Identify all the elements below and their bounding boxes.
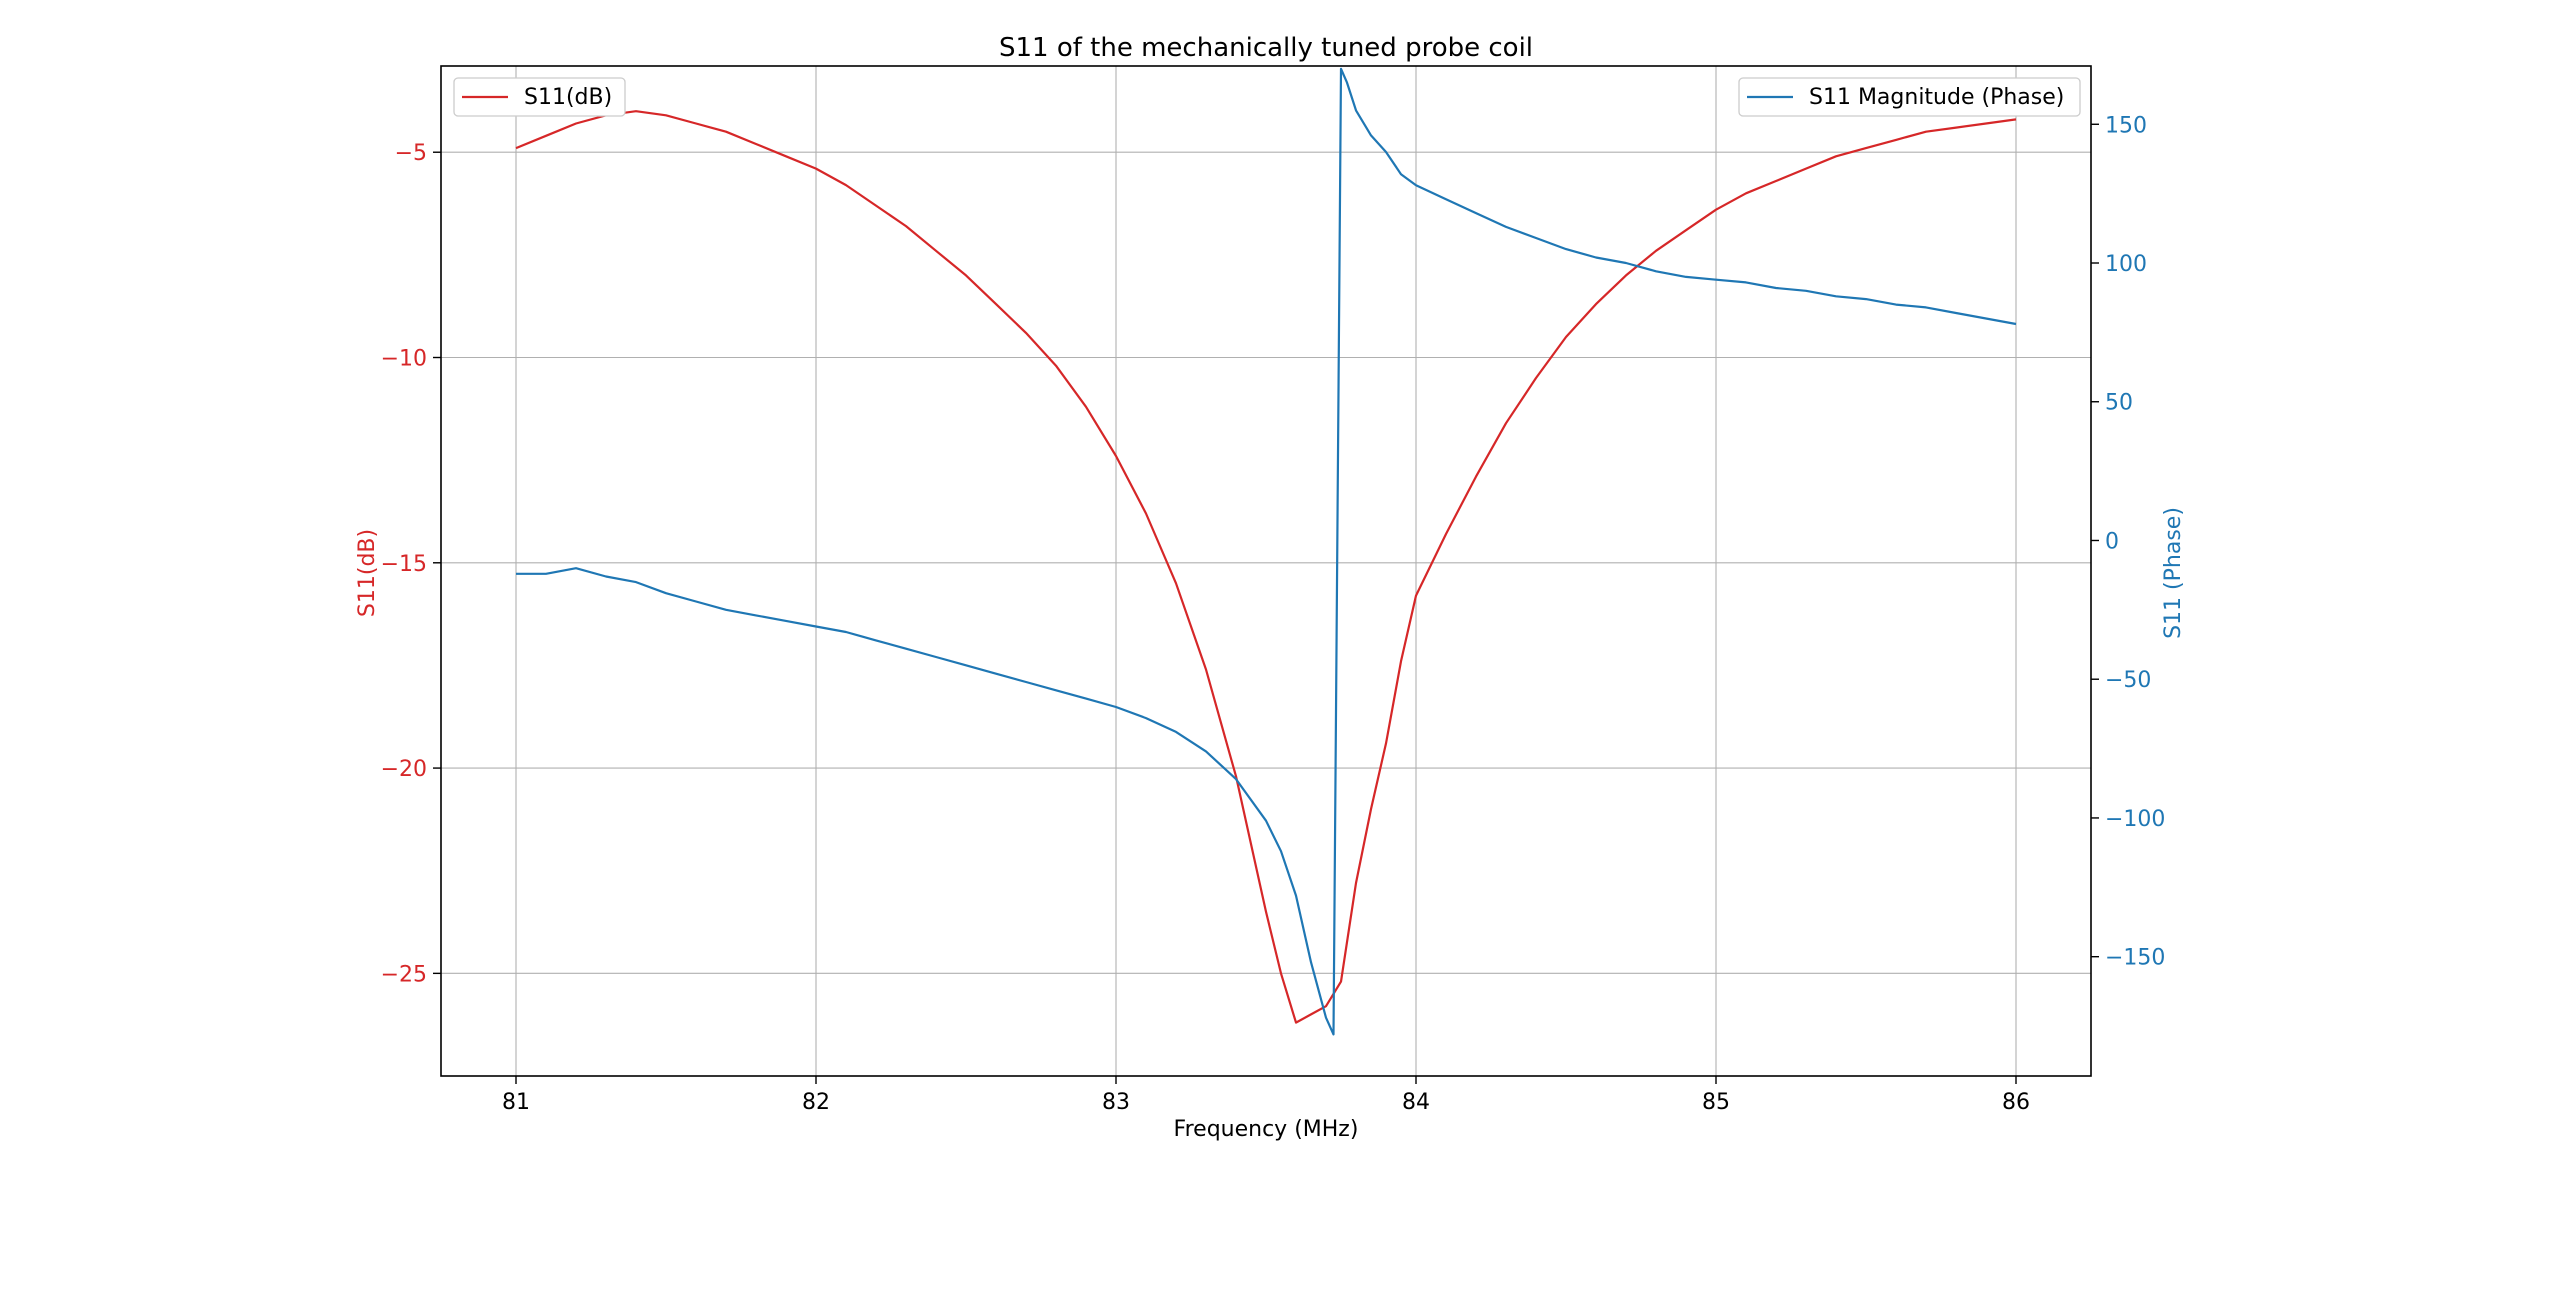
y-axis-left: −5 −10 −15 −20 −25 [381, 141, 441, 987]
series-s11-phase-line [516, 67, 2017, 1036]
x-axis: 81 82 83 84 85 86 [502, 1076, 2030, 1115]
x-tick-label: 84 [1402, 1090, 1430, 1115]
series-s11-db-line [515, 110, 2017, 1024]
y-axis-left-label: S11(dB) [355, 529, 380, 617]
plot-frame [440, 65, 2092, 1077]
legend-right-label: S11 Magnitude (Phase) [1809, 85, 2064, 110]
series-layer [515, 67, 2017, 1036]
legend-left-box [453, 77, 626, 117]
y-right-tick-label: 0 [2105, 529, 2119, 554]
x-tick-label: 85 [1702, 1090, 1730, 1115]
y-right-tick-label: 150 [2105, 113, 2147, 138]
legend-right: S11 Magnitude (Phase) [1738, 77, 2081, 117]
y-axis-right-label: S11 (Phase) [2161, 507, 2186, 639]
x-tick-label: 82 [802, 1090, 830, 1115]
y-left-tick-label: −10 [381, 347, 427, 372]
x-tick-label: 83 [1102, 1090, 1130, 1115]
y-left-tick-label: −5 [395, 141, 427, 166]
legend-left: S11(dB) [453, 77, 626, 117]
chart-title: S11 of the mechanically tuned probe coil [999, 33, 1533, 63]
y-left-tick-label: −15 [381, 552, 427, 577]
y-right-tick-label: −50 [2105, 668, 2151, 693]
x-tick-label: 86 [2002, 1090, 2030, 1115]
y-right-tick-label: 100 [2105, 252, 2147, 277]
y-left-tick-label: −25 [381, 962, 427, 987]
y-axis-right: 150 100 50 0 −50 −100 −150 [2091, 113, 2165, 971]
y-left-tick-label: −20 [381, 757, 427, 782]
x-tick-label: 81 [502, 1090, 530, 1115]
legend-left-label: S11(dB) [524, 85, 612, 110]
y-right-tick-label: 50 [2105, 391, 2133, 416]
x-axis-label: Frequency (MHz) [1174, 1117, 1359, 1142]
grid-lines [441, 66, 2091, 1076]
legend-right-box [1738, 77, 2081, 117]
y-right-tick-label: −150 [2105, 946, 2165, 971]
y-right-tick-label: −100 [2105, 807, 2165, 832]
